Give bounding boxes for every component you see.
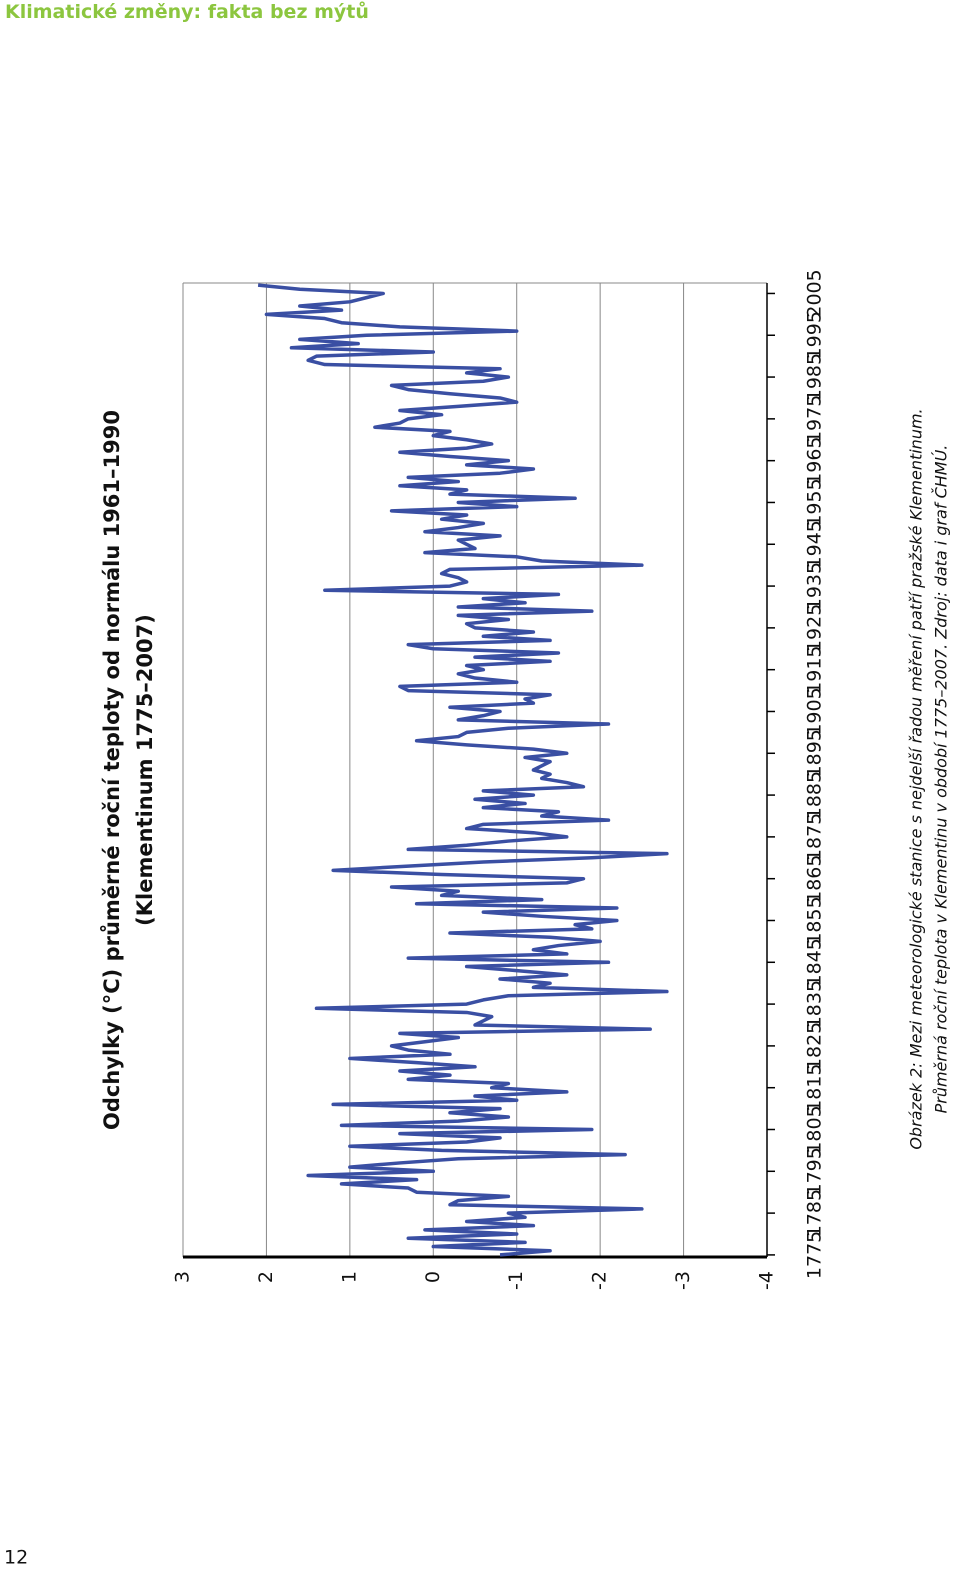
x-tick-label: 1895	[804, 729, 826, 777]
x-tick-label: 1865	[804, 855, 826, 903]
y-tick-label: -1	[505, 1271, 527, 1290]
y-tick-label: -2	[589, 1271, 611, 1290]
x-tick-label: 1885	[804, 771, 826, 819]
y-tick-label: 1	[338, 1271, 360, 1283]
y-tick-label: 3	[172, 1271, 194, 1283]
x-tick-label: 1935	[804, 562, 826, 610]
x-tick-label: 1825	[804, 1022, 826, 1070]
x-tick-label: 1775	[804, 1231, 826, 1279]
x-tick-label: 1925	[804, 604, 826, 652]
page-number: 12	[4, 1547, 28, 1569]
y-tick-label: 0	[422, 1271, 444, 1283]
x-tick-label: 1795	[804, 1147, 826, 1195]
y-tick-label: -4	[756, 1271, 778, 1290]
x-tick-label: 1845	[804, 938, 826, 986]
x-tick-label: 1905	[804, 687, 826, 735]
chart-subtitle: (Klementinum 1775–2007)	[133, 614, 157, 926]
y-tick-label: -3	[672, 1271, 694, 1290]
x-tick-label: 2005	[804, 269, 826, 317]
x-tick-label: 1945	[804, 520, 826, 568]
x-tick-label: 1835	[804, 980, 826, 1028]
x-tick-label: 1985	[804, 353, 826, 401]
caption: Obrázek 2: Mezi meteorologické stanice s…	[907, 408, 926, 1149]
x-tick-label: 1975	[804, 395, 826, 443]
chart-title: Odchylky (°C) průměrné roční teploty od …	[100, 410, 124, 1130]
x-tick-label: 1915	[804, 645, 826, 693]
x-tick-label: 1995	[804, 311, 826, 359]
caption: Průměrná roční teplota v Klementinu v ob…	[932, 445, 951, 1114]
data-line	[257, 283, 669, 1257]
rotated-figure: Odchylky (°C) průměrné roční teploty od …	[100, 269, 951, 1290]
x-tick-label: 1805	[804, 1105, 826, 1153]
x-tick-label: 1965	[804, 436, 826, 484]
x-tick-label: 1815	[804, 1064, 826, 1112]
page-header: Klimatické změny: fakta bez mýtů	[5, 0, 369, 23]
x-tick-label: 1955	[804, 478, 826, 526]
y-tick-label: 2	[255, 1271, 277, 1283]
x-tick-label: 1875	[804, 813, 826, 861]
x-tick-label: 1785	[804, 1189, 826, 1237]
x-tick-label: 1855	[804, 896, 826, 944]
